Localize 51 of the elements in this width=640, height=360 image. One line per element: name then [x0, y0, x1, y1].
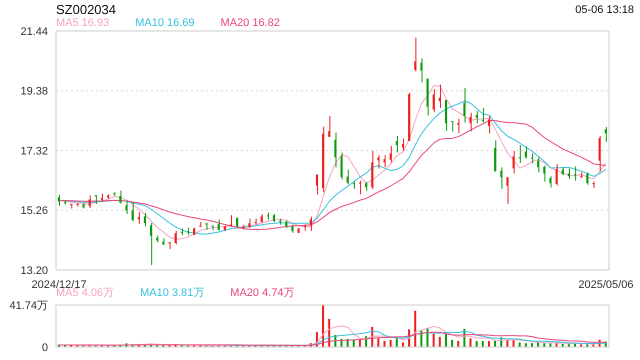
candlestick	[254, 218, 257, 225]
bar	[438, 336, 441, 347]
bar	[384, 340, 386, 347]
bar	[470, 338, 472, 347]
text: MA5 16.93	[56, 17, 110, 29]
candlestick	[574, 166, 576, 181]
candlestick	[358, 180, 362, 194]
candlestick	[205, 222, 208, 230]
candlestick	[70, 204, 72, 209]
chart-title: SZ002034	[56, 2, 116, 17]
y-tick-label: 0	[42, 342, 48, 354]
candlestick	[530, 153, 534, 164]
line-series	[224, 330, 606, 346]
x-tick-label: 2025/05/06	[578, 279, 634, 291]
text: MA20 16.82	[220, 17, 280, 29]
y-tick-label: 17.32	[20, 145, 48, 158]
text: MA10 3.81万	[140, 286, 204, 300]
bar	[488, 341, 490, 347]
text: MA5 4.06万	[56, 287, 114, 300]
bar	[524, 343, 527, 347]
candlestick	[352, 182, 355, 189]
y-tick-label: 21.44	[20, 26, 48, 38]
text: MA10 16.69	[135, 17, 195, 29]
text: 05-06 13:18	[575, 4, 634, 16]
bar	[390, 340, 392, 347]
bar	[451, 340, 454, 347]
text: MA20 4.74万	[230, 286, 294, 300]
candlestick	[279, 218, 282, 225]
bar	[530, 343, 533, 347]
y-tick-label: 19.38	[20, 86, 48, 98]
bar	[414, 310, 416, 347]
y-tick-label: 13.20	[20, 264, 48, 277]
y-tick-label: 41.74万	[9, 300, 48, 312]
y-tick-label: 15.26	[20, 205, 48, 218]
line-series	[58, 120, 606, 230]
line-series	[58, 332, 606, 346]
bar	[377, 338, 380, 347]
bar	[432, 334, 435, 347]
bar	[476, 341, 478, 347]
candlestick	[230, 215, 232, 226]
candlestick	[518, 144, 521, 163]
bar	[396, 338, 398, 347]
bar	[457, 340, 460, 347]
candlestick	[266, 212, 269, 220]
bar	[482, 341, 484, 347]
candlestick	[451, 121, 454, 132]
candlestick	[482, 108, 484, 123]
candlestick	[138, 212, 140, 224]
bar	[444, 334, 447, 347]
candlestick	[94, 195, 97, 204]
candlestick	[304, 224, 306, 231]
